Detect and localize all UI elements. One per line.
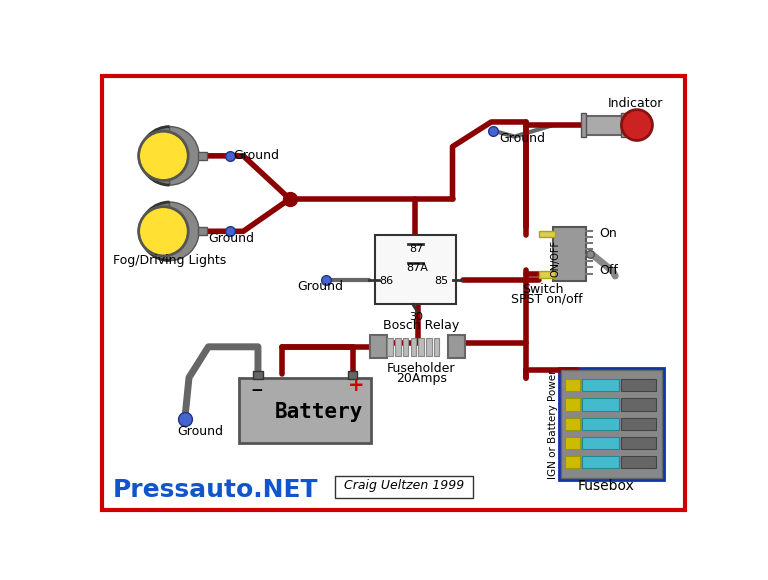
Text: 30: 30 xyxy=(409,312,423,322)
Text: 85: 85 xyxy=(435,276,449,286)
Text: Ground: Ground xyxy=(208,232,254,245)
Text: +: + xyxy=(348,376,364,396)
Circle shape xyxy=(587,251,594,258)
Text: −: − xyxy=(250,383,263,397)
Bar xyxy=(253,371,263,379)
Text: Off: Off xyxy=(600,264,619,277)
Bar xyxy=(426,338,432,356)
Bar xyxy=(539,271,554,277)
Text: SPST on/off: SPST on/off xyxy=(511,293,582,306)
Circle shape xyxy=(621,110,653,140)
Text: 20Amps: 20Amps xyxy=(396,372,447,385)
Bar xyxy=(197,227,207,235)
Text: Fuseholder: Fuseholder xyxy=(386,362,455,375)
Bar xyxy=(240,378,371,443)
Bar xyxy=(411,338,416,356)
Bar xyxy=(621,379,657,392)
Text: Indicator: Indicator xyxy=(607,96,663,110)
Text: 86: 86 xyxy=(379,276,394,286)
Bar xyxy=(419,338,424,356)
Text: IGN or Battery Power: IGN or Battery Power xyxy=(548,369,558,478)
Bar xyxy=(434,338,439,356)
Bar xyxy=(348,371,357,379)
Wedge shape xyxy=(141,202,170,260)
Text: Switch: Switch xyxy=(522,283,564,296)
Bar xyxy=(375,235,456,304)
Bar xyxy=(621,456,657,469)
Text: Ground: Ground xyxy=(177,425,223,437)
Bar xyxy=(582,418,619,430)
Text: ON/OFF: ON/OFF xyxy=(551,240,561,277)
Bar xyxy=(565,379,581,392)
Bar xyxy=(582,379,619,392)
Bar xyxy=(396,338,401,356)
Wedge shape xyxy=(141,126,170,185)
Bar xyxy=(565,418,581,430)
Bar xyxy=(582,437,619,449)
Text: On: On xyxy=(600,227,617,240)
Bar xyxy=(621,418,657,430)
Text: 87: 87 xyxy=(409,244,423,254)
Wedge shape xyxy=(170,126,199,185)
Circle shape xyxy=(139,206,188,256)
Bar xyxy=(582,398,619,411)
FancyBboxPatch shape xyxy=(335,476,473,498)
Bar xyxy=(621,114,626,137)
Circle shape xyxy=(139,131,188,180)
Bar xyxy=(561,370,662,478)
Text: Ground: Ground xyxy=(297,280,343,293)
Text: Battery: Battery xyxy=(274,401,362,422)
Bar xyxy=(197,152,207,160)
Bar xyxy=(565,456,581,469)
Text: Ground: Ground xyxy=(499,132,545,145)
Bar xyxy=(539,231,554,237)
Bar xyxy=(370,335,387,358)
Text: Ground: Ground xyxy=(233,149,280,162)
Text: Pressauto.NET: Pressauto.NET xyxy=(113,478,319,502)
Bar xyxy=(621,398,657,411)
Wedge shape xyxy=(170,202,199,260)
Text: Craig Ueltzen 1999: Craig Ueltzen 1999 xyxy=(344,479,464,492)
Bar xyxy=(565,437,581,449)
Bar xyxy=(558,368,664,480)
Bar xyxy=(584,116,623,135)
Text: Fog/Driving Lights: Fog/Driving Lights xyxy=(113,253,227,267)
Bar xyxy=(387,338,392,356)
Text: Bosch Relay: Bosch Relay xyxy=(382,319,459,332)
Bar xyxy=(621,437,657,449)
Bar xyxy=(581,114,586,137)
Bar xyxy=(403,338,409,356)
Bar xyxy=(448,335,465,358)
Bar xyxy=(582,456,619,469)
Text: Fusebox: Fusebox xyxy=(578,479,635,493)
Bar xyxy=(553,227,586,281)
Bar xyxy=(565,398,581,411)
Text: 87A: 87A xyxy=(406,263,428,273)
